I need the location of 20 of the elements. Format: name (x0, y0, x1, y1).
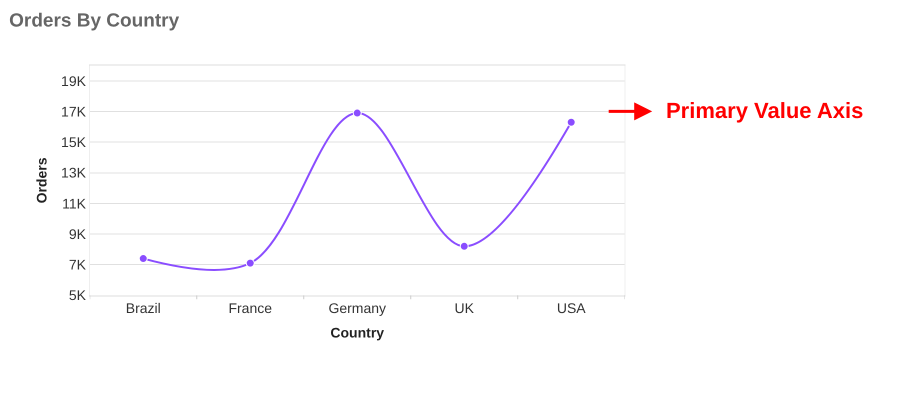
y-tick-label: 9K (68, 226, 87, 242)
chart-title: Orders By Country (9, 10, 180, 32)
x-tick-label: UK (454, 300, 475, 316)
y-axis-title: Orders (34, 157, 50, 204)
point (246, 258, 255, 268)
point (566, 118, 576, 127)
point (460, 242, 469, 251)
x-tick-label: France (228, 300, 272, 316)
y-tick-label: 11K (62, 195, 87, 212)
x-tick-label: USA (556, 300, 586, 316)
x-axis-title: Country (330, 324, 384, 340)
y-tick-label: 13K (61, 164, 87, 181)
x-tick-label: Brazil (126, 300, 161, 316)
text: Primary Value Axis (666, 98, 864, 123)
y-tick-label: 17K (61, 103, 87, 120)
y-tick-label: 19K (61, 72, 87, 89)
y-tick-label: 5K (68, 287, 87, 304)
y-tick-label: 15K (61, 134, 87, 150)
x-tick-label: Germany (328, 300, 386, 316)
y-tick-label: 7K (68, 256, 87, 273)
